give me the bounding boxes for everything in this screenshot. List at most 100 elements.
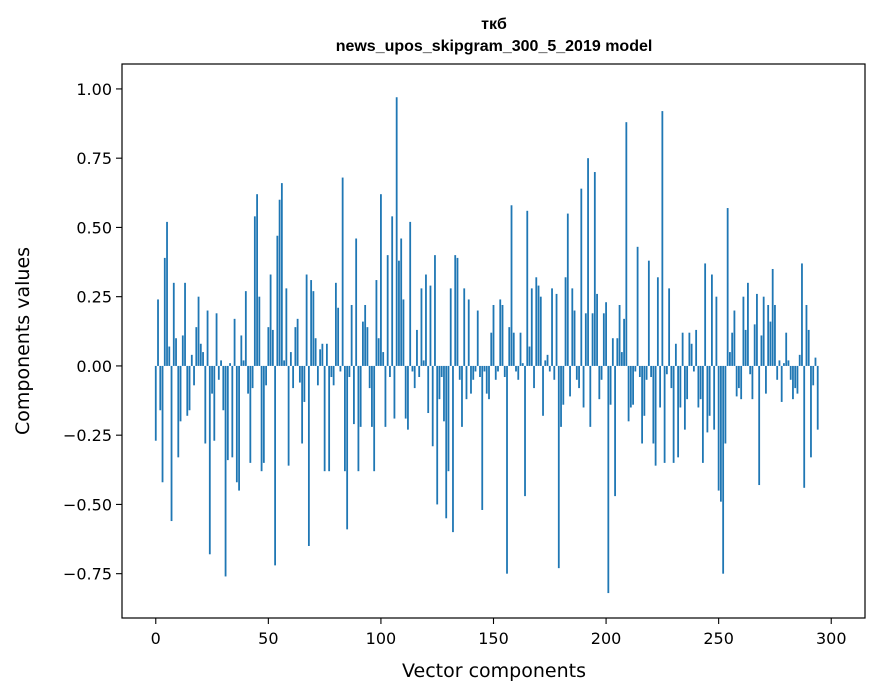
bar-291 <box>810 365 812 458</box>
bar-80 <box>334 282 337 366</box>
bar-284 <box>794 365 797 389</box>
bar-162 <box>519 332 522 366</box>
bar-24 <box>208 365 211 555</box>
bar-195 <box>593 172 596 366</box>
bar-258 <box>735 365 738 397</box>
bar-91 <box>359 365 362 427</box>
bar-7 <box>170 365 173 522</box>
bar-266 <box>753 324 756 366</box>
chart-title-line1: ткб <box>481 16 507 33</box>
bar-104 <box>389 365 391 378</box>
bar-45 <box>256 194 258 366</box>
bar-229 <box>670 365 673 389</box>
bar-253 <box>724 365 727 444</box>
bar-106 <box>393 365 396 419</box>
bar-197 <box>598 365 601 400</box>
bar-269 <box>760 335 763 366</box>
bar-101 <box>382 352 385 366</box>
bar-150 <box>492 304 495 366</box>
bar-72 <box>316 365 319 386</box>
bar-173 <box>544 360 547 366</box>
bar-73 <box>319 349 322 366</box>
bar-286 <box>798 354 801 366</box>
bar-157 <box>508 327 511 366</box>
bar-53 <box>274 365 276 566</box>
bar-166 <box>528 346 531 366</box>
bar-68 <box>307 365 310 546</box>
bar-18 <box>195 327 198 366</box>
bar-185 <box>571 288 574 366</box>
bar-213 <box>634 365 637 372</box>
bar-109 <box>400 238 403 366</box>
bar-219 <box>647 260 650 366</box>
bar-249 <box>715 296 718 366</box>
bar-155 <box>503 365 506 378</box>
bar-147 <box>485 365 488 394</box>
bar-281 <box>787 360 790 366</box>
bar-140 <box>470 365 472 394</box>
bar-294 <box>816 365 819 430</box>
bar-144 <box>479 365 481 378</box>
bar-48 <box>262 365 265 463</box>
bar-28 <box>217 365 220 380</box>
bar-146 <box>483 365 486 372</box>
bar-118 <box>420 288 423 366</box>
bar-27 <box>215 313 218 366</box>
bar-151 <box>494 365 497 380</box>
bar-288 <box>803 365 806 488</box>
bar-188 <box>578 365 580 389</box>
x-tick-label: 50 <box>258 629 278 648</box>
bar-264 <box>749 365 752 375</box>
y-tick-label: 0.00 <box>76 357 112 376</box>
y-tick-label: −0.75 <box>63 565 112 584</box>
bar-205 <box>616 338 619 366</box>
bar-235 <box>683 365 686 430</box>
bar-246 <box>708 365 711 416</box>
bar-81 <box>337 307 340 366</box>
bar-167 <box>530 288 533 366</box>
bar-59 <box>287 365 290 466</box>
x-tick-label: 0 <box>151 629 161 648</box>
bar-75 <box>323 365 326 472</box>
bar-164 <box>524 365 526 497</box>
bar-115 <box>413 365 416 389</box>
bar-160 <box>515 365 517 372</box>
bar-201 <box>607 365 610 594</box>
bar-54 <box>276 235 279 366</box>
bar-127 <box>440 365 443 378</box>
bar-142 <box>474 365 477 372</box>
bar-25 <box>211 365 213 394</box>
bar-108 <box>398 260 400 366</box>
bar-42 <box>249 365 252 463</box>
bar-111 <box>404 365 407 419</box>
bar-293 <box>814 357 817 366</box>
bar-228 <box>668 288 671 366</box>
bar-129 <box>445 365 448 519</box>
bar-186 <box>573 310 576 366</box>
bar-0 <box>154 365 157 441</box>
bar-9 <box>175 338 177 366</box>
bar-187 <box>575 365 578 380</box>
bar-191 <box>584 313 587 366</box>
bar-270 <box>762 296 765 366</box>
bar-26 <box>213 365 216 441</box>
bar-250 <box>717 365 720 491</box>
bar-240 <box>695 329 698 366</box>
bar-208 <box>623 318 625 366</box>
x-tick-label: 250 <box>703 629 734 648</box>
bar-70 <box>312 291 315 366</box>
bar-243 <box>701 365 704 463</box>
bar-29 <box>220 360 222 366</box>
bar-175 <box>548 365 551 372</box>
bar-247 <box>711 274 713 366</box>
bar-71 <box>314 338 317 366</box>
bar-105 <box>391 216 394 366</box>
bar-149 <box>490 332 493 366</box>
bar-259 <box>738 365 740 389</box>
bar-260 <box>740 365 743 400</box>
bar-280 <box>785 332 788 366</box>
bar-220 <box>650 365 653 378</box>
bar-47 <box>260 365 263 472</box>
bar-51 <box>269 274 272 366</box>
bar-63 <box>296 318 299 366</box>
